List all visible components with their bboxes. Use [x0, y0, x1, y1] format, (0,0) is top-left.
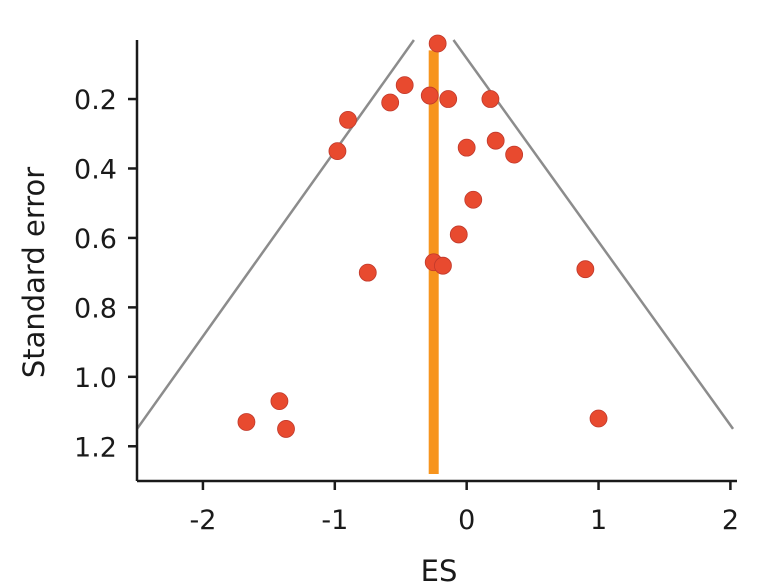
x-tick-label: 1 [590, 505, 607, 536]
y-tick-label: 0.6 [74, 224, 117, 255]
y-axis-ticks: 0.2 0.4 0.6 0.8 1.0 1.2 [74, 85, 137, 463]
data-points [237, 34, 608, 438]
data-point-15 [434, 256, 452, 275]
y-tick-label: 0.2 [74, 85, 117, 116]
y-tick-label: 0.4 [74, 154, 117, 185]
y-axis-title: Standard error [17, 167, 51, 378]
x-axis-ticks: -2 -1 0 1 2 [189, 481, 739, 536]
data-point-10 [328, 142, 347, 161]
y-tick-label: 0.8 [74, 293, 117, 324]
data-point-9 [457, 138, 476, 157]
data-point-20 [277, 420, 295, 438]
funnel-left-line [135, 39, 415, 430]
data-point-7 [339, 110, 357, 129]
x-tick-label: -2 [189, 505, 216, 536]
x-tick-label: 2 [722, 505, 739, 536]
funnel-right-line [452, 39, 735, 430]
data-point-13 [449, 225, 468, 244]
data-point-1 [428, 34, 447, 53]
data-point-12 [464, 190, 483, 209]
axes [135, 40, 737, 483]
data-point-3 [420, 86, 439, 105]
data-point-18 [270, 392, 289, 411]
data-point-21 [589, 409, 608, 428]
data-point-17 [358, 263, 377, 282]
y-tick-label: 1.2 [74, 432, 117, 463]
data-point-5 [481, 90, 500, 108]
data-point-6 [381, 93, 400, 112]
data-point-16 [576, 260, 595, 279]
x-axis-title: ES [421, 554, 458, 587]
data-point-11 [505, 145, 524, 164]
y-tick-label: 1.0 [74, 363, 117, 394]
data-point-4 [439, 90, 458, 108]
x-tick-label: -1 [321, 505, 348, 536]
data-point-19 [237, 413, 256, 431]
data-point-8 [486, 131, 505, 150]
data-point-2 [395, 76, 414, 95]
x-tick-label: 0 [458, 505, 475, 536]
funnel-lines [135, 39, 735, 430]
